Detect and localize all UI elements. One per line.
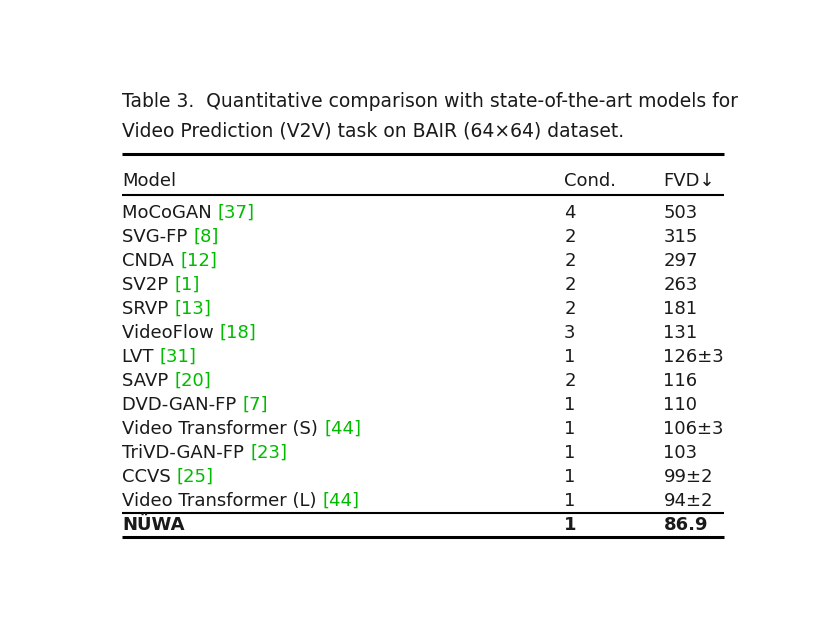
Text: 110: 110 <box>663 396 697 414</box>
Text: 106±3: 106±3 <box>663 420 724 438</box>
Text: DVD-GAN-FP: DVD-GAN-FP <box>122 396 243 414</box>
Text: [25]: [25] <box>177 468 214 486</box>
Text: 315: 315 <box>663 228 698 246</box>
Text: LVT: LVT <box>122 348 159 366</box>
Text: [20]: [20] <box>174 372 211 390</box>
Text: 2: 2 <box>564 252 576 270</box>
Text: 1: 1 <box>564 516 577 534</box>
Text: MoCoGAN: MoCoGAN <box>122 204 218 222</box>
Text: Cond.: Cond. <box>564 172 616 190</box>
Text: SRVP: SRVP <box>122 300 174 318</box>
Text: 2: 2 <box>564 372 576 390</box>
Text: 297: 297 <box>663 252 698 270</box>
Text: 103: 103 <box>663 444 697 462</box>
Text: 1: 1 <box>564 492 576 510</box>
Text: 99±2: 99±2 <box>663 468 713 486</box>
Text: TriVD-GAN-FP: TriVD-GAN-FP <box>122 444 250 462</box>
Text: Table 3.  Quantitative comparison with state-of-the-art models for: Table 3. Quantitative comparison with st… <box>122 92 738 111</box>
Text: 1: 1 <box>564 348 576 366</box>
Text: FVD↓: FVD↓ <box>663 172 715 190</box>
Text: [12]: [12] <box>180 252 217 270</box>
Text: SAVP: SAVP <box>122 372 174 390</box>
Text: 1: 1 <box>564 420 576 438</box>
Text: Video Transformer (L): Video Transformer (L) <box>122 492 323 510</box>
Text: SVG-FP: SVG-FP <box>122 228 193 246</box>
Text: [13]: [13] <box>174 300 211 318</box>
Text: 4: 4 <box>564 204 576 222</box>
Text: Model: Model <box>122 172 177 190</box>
Text: [44]: [44] <box>323 492 359 510</box>
Text: 86.9: 86.9 <box>663 516 708 534</box>
Text: 2: 2 <box>564 276 576 294</box>
Text: VideoFlow: VideoFlow <box>122 324 220 342</box>
Text: Video Prediction (V2V) task on BAIR (64×64) dataset.: Video Prediction (V2V) task on BAIR (64×… <box>122 121 624 140</box>
Text: [1]: [1] <box>174 276 200 294</box>
Text: 2: 2 <box>564 228 576 246</box>
Text: 131: 131 <box>663 324 698 342</box>
Text: [18]: [18] <box>220 324 257 342</box>
Text: CCVS: CCVS <box>122 468 177 486</box>
Text: 503: 503 <box>663 204 698 222</box>
Text: 181: 181 <box>663 300 697 318</box>
Text: [44]: [44] <box>324 420 361 438</box>
Text: Video Transformer (S): Video Transformer (S) <box>122 420 324 438</box>
Text: CNDA: CNDA <box>122 252 180 270</box>
Text: 94±2: 94±2 <box>663 492 713 510</box>
Text: [7]: [7] <box>243 396 268 414</box>
Text: 1: 1 <box>564 444 576 462</box>
Text: [31]: [31] <box>159 348 197 366</box>
Text: NÜWA: NÜWA <box>122 516 185 534</box>
Text: [37]: [37] <box>218 204 255 222</box>
Text: 263: 263 <box>663 276 698 294</box>
Text: 1: 1 <box>564 396 576 414</box>
Text: 116: 116 <box>663 372 697 390</box>
Text: SV2P: SV2P <box>122 276 174 294</box>
Text: 3: 3 <box>564 324 576 342</box>
Text: 2: 2 <box>564 300 576 318</box>
Text: [23]: [23] <box>250 444 287 462</box>
Text: [8]: [8] <box>193 228 219 246</box>
Text: 126±3: 126±3 <box>663 348 724 366</box>
Text: 1: 1 <box>564 468 576 486</box>
